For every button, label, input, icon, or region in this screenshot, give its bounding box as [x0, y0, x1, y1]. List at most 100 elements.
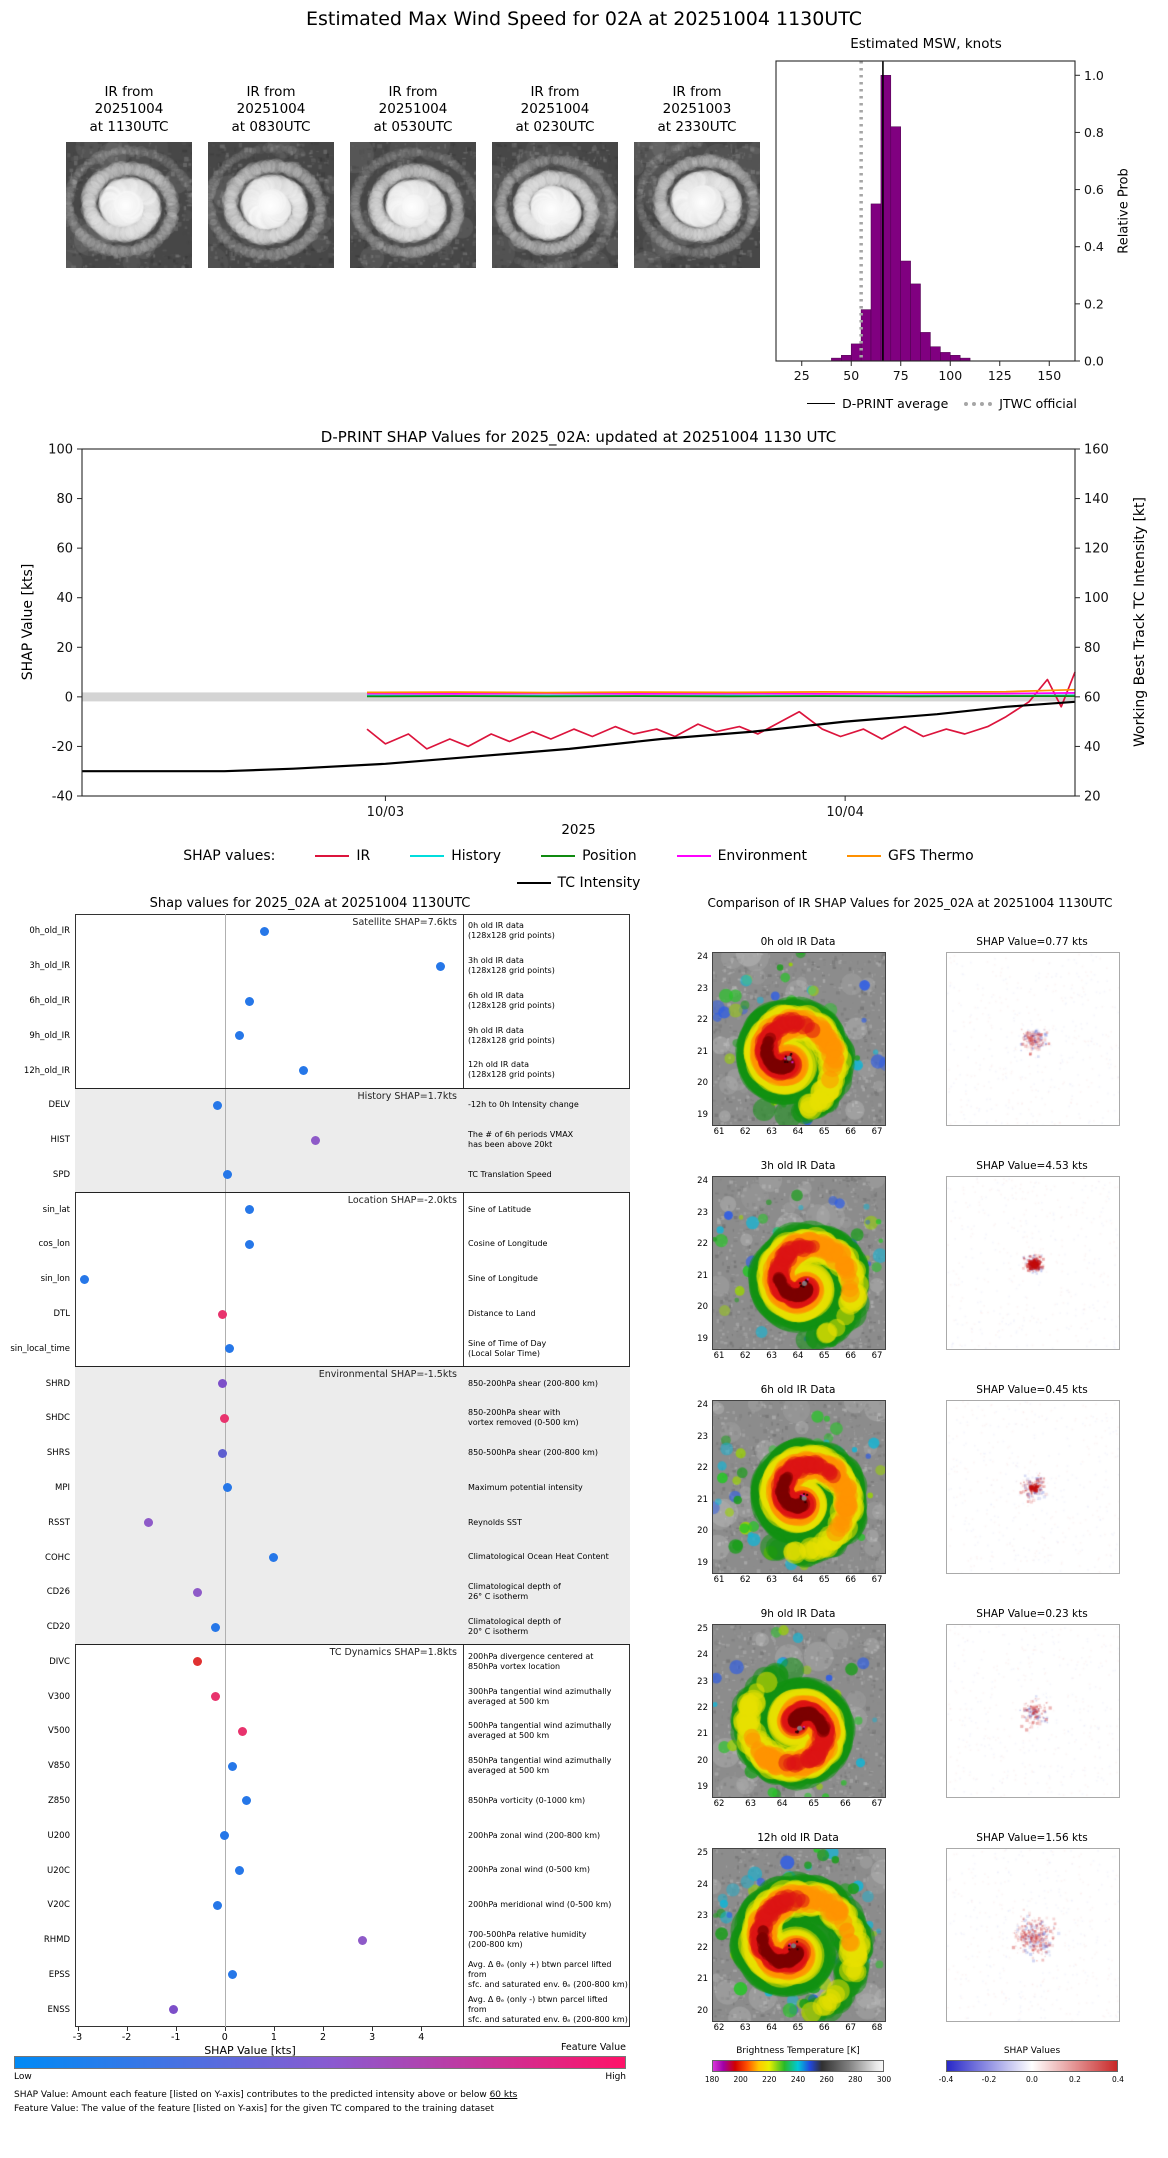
group-shap-header: TC Dynamics SHAP=1.8kts: [329, 1647, 457, 1659]
histogram-ytick-label: 0.2: [1084, 296, 1104, 311]
legend-label-dprint-average: D-PRINT average: [842, 396, 949, 411]
ir-thumb-label: IR from 20251004 at 1130UTC: [89, 84, 169, 135]
ir-thumb-image: [350, 142, 476, 268]
legend-item-label: History: [451, 847, 502, 864]
lat-tick-label: 24: [697, 1400, 708, 1410]
feature-label: U200: [47, 1830, 70, 1841]
feature-label: cos_lon: [38, 1239, 70, 1250]
feature-description: 300hPa tangential wind azimuthally avera…: [468, 1686, 612, 1706]
lon-tick-label: 64: [766, 2023, 778, 2033]
lat-tick-label: 24: [697, 1176, 708, 1186]
ir-thumbnail-strip: IR from 20251004 at 1130UTC IR from 20251…: [0, 84, 770, 279]
legend-item-label: Position: [582, 847, 637, 864]
feature-description: Reynolds SST: [468, 1517, 522, 1527]
feature-label: 0h_old_IR: [29, 926, 70, 937]
feature-label: ENSS: [47, 2004, 70, 2015]
bt-colorbar-tick: 280: [848, 2075, 863, 2084]
histogram-xtick-label: 125: [988, 368, 1012, 383]
x-tick-mark: [77, 2027, 79, 2031]
feature-label: Z850: [47, 1795, 70, 1806]
shap-dot: [311, 1135, 321, 1145]
left-ytick-label: -20: [52, 740, 73, 755]
histogram-bars: [831, 75, 971, 362]
timeline-legend-row-2: TC Intensity: [82, 869, 1075, 896]
feature-label: sin_local_time: [10, 1343, 70, 1354]
feature-description: Avg. Δ θₑ (only +) btwn parcel lifted fr…: [468, 1959, 628, 1989]
footnote-shap-underlined: 60 kts: [489, 2090, 518, 2100]
lon-tick-label: 64: [792, 1127, 804, 1137]
feature-description: Cosine of Longitude: [468, 1239, 548, 1249]
lat-tick-label: 21: [697, 1729, 708, 1740]
footnote-feature-value: Feature Value: The value of the feature …: [14, 2104, 495, 2114]
feature-value-colorbar: [14, 2056, 626, 2069]
shap-dot: [259, 926, 269, 936]
lon-tick-label: 61: [713, 1127, 725, 1137]
lat-tick-label: 25: [697, 1624, 708, 1634]
lon-tick-label: 67: [871, 1799, 883, 1809]
bt-colorbar-title: Brightness Temperature [K]: [736, 2046, 860, 2056]
ir-thumb-label: IR from 20251003 at 2330UTC: [657, 84, 737, 135]
histogram-title: Estimated MSW, knots: [850, 36, 1002, 52]
lat-tick-label: 23: [697, 1676, 708, 1687]
shap-timeline-chart: -40 -20 0 20 40 60 80 100 20 40 60 80 100 120 140 160 10…: [48, 443, 1109, 821]
histogram-ytick-label: 0.8: [1084, 125, 1104, 140]
lat-tick-label: 22: [697, 1239, 708, 1250]
lat-tick-label: 20: [697, 1078, 708, 1089]
shap-dot: [227, 1761, 237, 1771]
bt-colorbar-tick: 240: [790, 2075, 806, 2084]
timeline-ylabel-right: Working Best Track TC Intensity [kt]: [1132, 497, 1148, 747]
lat-tick-label: 19: [697, 1782, 708, 1792]
dotplot-title: Shap values for 2025_02A at 20251004 113…: [149, 896, 471, 911]
histogram-bar: [920, 332, 931, 362]
feature-label: sin_lon: [40, 1274, 70, 1285]
feature-description: 12h old IR data (128x128 grid points): [468, 1060, 555, 1080]
lon-tick-label: 63: [745, 1799, 756, 1809]
right-ytick-label: 140: [1084, 492, 1109, 507]
right-ytick-label: 80: [1084, 641, 1101, 656]
lon-tick-label: 68: [871, 2023, 883, 2033]
histogram-bar: [841, 355, 852, 362]
feature-label: COHC: [45, 1552, 70, 1563]
shap-dot: [210, 1692, 220, 1702]
legend-label: SHAP values:: [183, 847, 276, 864]
group-separator: [75, 1192, 630, 1194]
zero-line: [224, 914, 226, 2027]
feature-label: 3h_old_IR: [29, 961, 70, 972]
bt-colorbar-tick: 220: [762, 2075, 777, 2084]
ir-thumb-label: IR from 20251004 at 0230UTC: [515, 84, 595, 135]
lon-tick-label: 63: [739, 2023, 751, 2033]
lon-tick-label: 66: [845, 1127, 857, 1137]
series-tc-intensity: [82, 700, 1076, 773]
bt-colorbar: [712, 2060, 884, 2072]
shap-dot: [220, 1413, 230, 1423]
ir-comparison-panel: Comparison of IR SHAP Values for 2025_02…: [690, 890, 1168, 2158]
lat-tick-label: 22: [697, 1703, 708, 1713]
page-title: Estimated Max Wind Speed for 02A at 2025…: [305, 8, 862, 30]
ir-image: [712, 1848, 886, 2022]
group-band: [75, 1087, 630, 1193]
right-ytick-label: 20: [1084, 790, 1101, 805]
lon-tick-label: 65: [818, 1351, 830, 1361]
shap-map-title: SHAP Value=4.53 kts: [976, 1160, 1088, 1172]
shap-dot: [217, 1379, 227, 1388]
shap-colorbar-tick: -0.2: [981, 2075, 997, 2084]
lat-tick-label: 23: [697, 1207, 708, 1218]
lat-tick-label: 24: [697, 1650, 708, 1661]
feature-label: DELV: [48, 1100, 70, 1111]
lon-tick-label: 65: [792, 2023, 804, 2033]
group-separator: [75, 1644, 630, 1646]
shap-dot: [210, 1622, 220, 1632]
lon-tick-label: 67: [871, 1351, 883, 1361]
ir-image: [712, 1176, 886, 1350]
lat-tick-label: 24: [697, 952, 708, 962]
feature-label: 9h_old_IR: [29, 1030, 70, 1041]
feature-description: Sine of Longitude: [468, 1274, 538, 1284]
feature-description: 9h old IR data (128x128 grid points): [468, 1025, 555, 1045]
shap-map-image: [946, 952, 1120, 1126]
timeline-title: D-PRINT SHAP Values for 2025_02A: update…: [320, 428, 837, 446]
ir-thumb-image: [492, 142, 618, 268]
ir-image-title: 3h old IR Data: [760, 1160, 836, 1172]
x-tick-label: 4: [418, 2032, 425, 2043]
lat-tick-label: 23: [697, 1911, 708, 1922]
position-line-swatch: [541, 854, 576, 857]
